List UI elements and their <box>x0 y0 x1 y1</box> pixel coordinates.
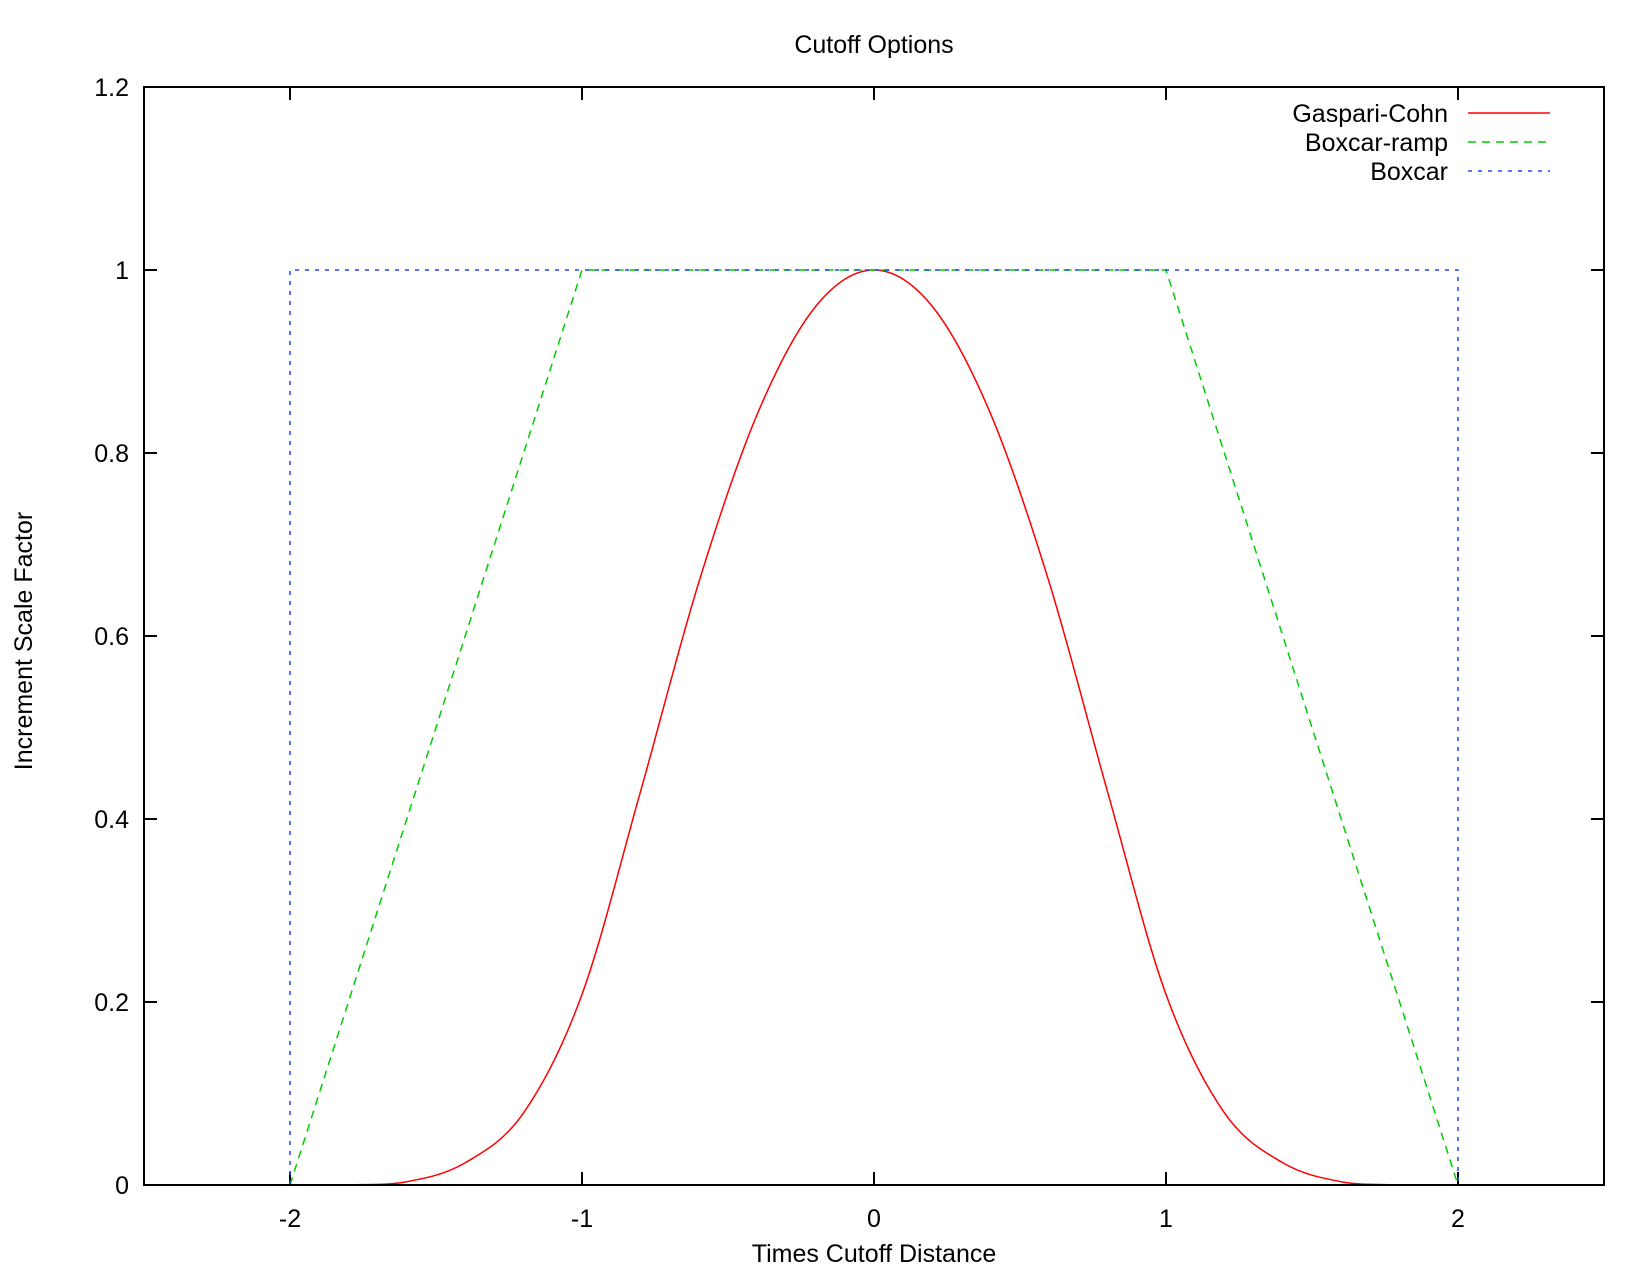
x-axis-title: Times Cutoff Distance <box>752 1240 997 1268</box>
x-tick-label: 1 <box>1159 1205 1173 1233</box>
series-line-boxcar-ramp <box>289 269 1459 1186</box>
x-tick-label: -1 <box>571 1205 593 1233</box>
series-line-boxcar <box>289 269 1459 1185</box>
y-tick-label: 1.2 <box>94 74 129 102</box>
y-tick-label: 1 <box>115 257 129 285</box>
x-tick-label: 0 <box>867 1205 881 1233</box>
x-tick-label: -2 <box>279 1205 301 1233</box>
series-line-gaspari-cohn <box>289 269 1459 1186</box>
chart-title: Cutoff Options <box>794 31 953 59</box>
legend-label-gaspari-cohn: Gaspari-Cohn <box>1292 100 1448 128</box>
y-tick-label: 0.2 <box>94 989 129 1017</box>
y-tick-label: 0 <box>115 1172 129 1200</box>
legend-label-boxcar: Boxcar <box>1370 158 1448 186</box>
axis-ticks: -2 -1 0 1 2 0 0.2 0.4 0.6 0.8 1 1.2 <box>94 74 1604 1233</box>
y-tick-label: 0.8 <box>94 440 129 468</box>
y-tick-label: 0.6 <box>94 623 129 651</box>
y-axis-title: Increment Scale Factor <box>10 512 38 770</box>
y-tick-label: 0.4 <box>94 806 129 834</box>
legend-label-boxcar-ramp: Boxcar-ramp <box>1305 129 1448 157</box>
x-tick-label: 2 <box>1451 1205 1465 1233</box>
plot-frame <box>143 86 1605 1186</box>
series-lines <box>289 269 1459 1186</box>
